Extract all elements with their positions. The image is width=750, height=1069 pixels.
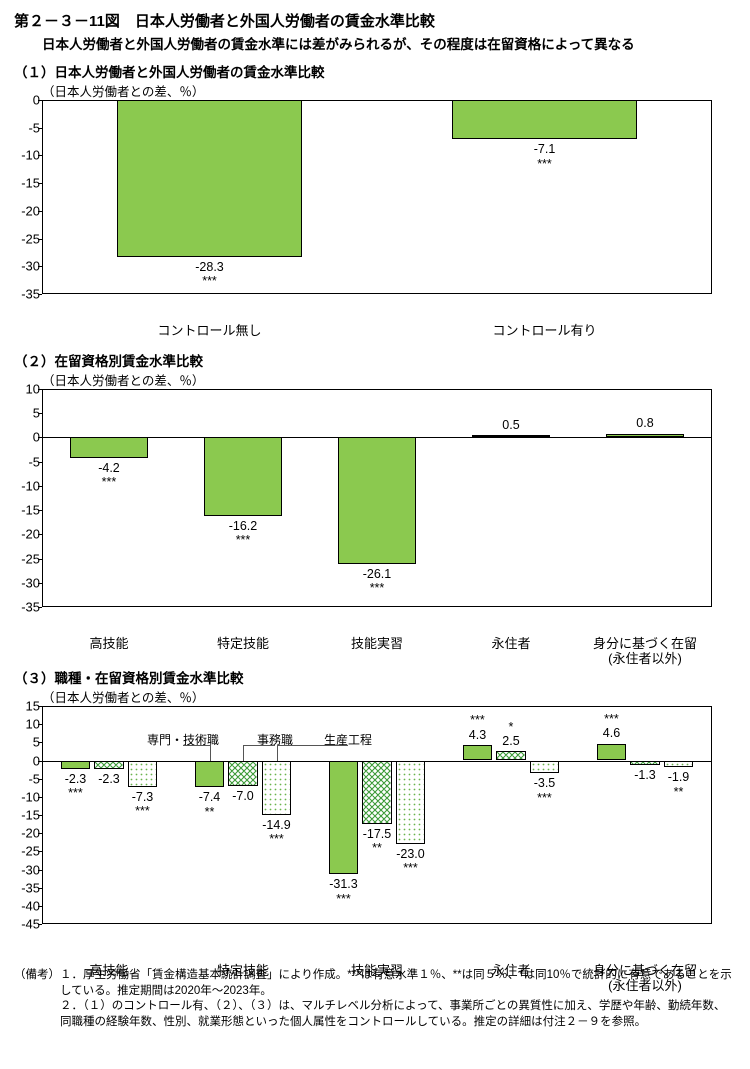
bar: *2.5 (496, 751, 525, 760)
x-category: 身分に基づく在留(永住者以外) (593, 960, 697, 994)
bar: -3.5*** (530, 761, 559, 774)
bar-value: -1.9** (668, 770, 690, 799)
bar: ***4.6 (597, 744, 626, 761)
bar-value: *2.5 (502, 720, 519, 749)
bar-value: -3.5*** (534, 776, 556, 805)
bar-value: -7.4** (199, 790, 221, 819)
bar: -16.2*** (204, 437, 282, 515)
bar: -7.4** (195, 761, 224, 788)
x-category: 技能実習 (351, 633, 403, 652)
x-category: 技能実習 (351, 960, 403, 979)
bar-value: ***4.6 (603, 712, 620, 741)
x-category: 特定技能 (217, 960, 269, 979)
x-category: コントロール有り (492, 320, 596, 339)
chart3-title: （３）職種・在留資格別賃金水準比較 (14, 667, 736, 687)
x-category: 永住者 (491, 960, 530, 979)
bar-value: -2.3*** (65, 772, 87, 801)
bar: -1.9** (664, 761, 693, 768)
x-category: 永住者 (491, 633, 530, 652)
chart2-axis-note: （日本人労働者との差、％） (42, 370, 736, 389)
bar: -26.1*** (338, 437, 416, 563)
x-category: 特定技能 (217, 633, 269, 652)
bar: -1.3 (630, 761, 659, 766)
bar-value: -7.0 (232, 789, 254, 803)
bar-value: -26.1*** (363, 567, 392, 596)
chart1-title: （１）日本人労働者と外国人労働者の賃金水準比較 (14, 61, 736, 81)
bar-value: -7.1*** (534, 142, 556, 171)
bar: -7.1*** (452, 100, 636, 139)
bar-value: -31.3*** (329, 877, 358, 906)
bar: -28.3*** (117, 100, 301, 257)
bar: -2.3*** (61, 761, 90, 769)
chart2-title: （２）在留資格別賃金水準比較 (14, 350, 736, 370)
bar-value: -16.2*** (229, 519, 258, 548)
chart3-axis-note: （日本人労働者との差、％） (42, 687, 736, 706)
chart3: -45-40-35-30-25-20-15-10-5051015-2.3***-… (42, 706, 712, 960)
bar: -23.0*** (396, 761, 425, 845)
bar-value: -2.3 (98, 772, 120, 786)
bar: 0.8 (606, 434, 684, 438)
bar: ***4.3 (463, 745, 492, 761)
chart1-axis-note: （日本人労働者との差、％） (42, 81, 736, 100)
bar-value: -17.5** (363, 827, 392, 856)
bar: -4.2*** (70, 437, 148, 457)
chart2: -35-30-25-20-15-10-50510-4.2***高技能-16.2*… (42, 389, 712, 633)
sub-title: 日本人労働者と外国人労働者の賃金水準には差がみられるが、その程度は在留資格によっ… (42, 33, 736, 53)
footnote-2: ２．（１）のコントロール有、（２）、（３）は、マルチレベル分析によって、事業所ご… (14, 999, 736, 1030)
bar: -7.0 (228, 761, 257, 786)
bar-value: -23.0*** (396, 847, 425, 876)
bar-value: 0.8 (636, 416, 653, 430)
x-category: 身分に基づく在留(永住者以外) (593, 633, 697, 667)
bar: -7.3*** (128, 761, 157, 788)
bar-value: 0.5 (502, 418, 519, 432)
bar: 0.5 (472, 435, 550, 437)
bar: -17.5** (362, 761, 391, 825)
bar-value: -14.9*** (262, 818, 291, 847)
bar: -14.9*** (262, 761, 291, 815)
bar-value: -1.3 (634, 768, 656, 782)
x-category: 高技能 (89, 960, 128, 979)
x-category: 高技能 (89, 633, 128, 652)
main-title: 第２－３－11図 日本人労働者と外国人労働者の賃金水準比較 (14, 10, 736, 31)
bar: -2.3 (94, 761, 123, 769)
chart1: -35-30-25-20-15-10-50-28.3***コントロール無し-7.… (42, 100, 712, 320)
bar-value: ***4.3 (469, 713, 486, 742)
bar-value: -28.3*** (195, 260, 224, 289)
bar-value: -7.3*** (132, 790, 154, 819)
bar-value: -4.2*** (98, 461, 120, 490)
bar: -31.3*** (329, 761, 358, 875)
x-category: コントロール無し (157, 320, 261, 339)
